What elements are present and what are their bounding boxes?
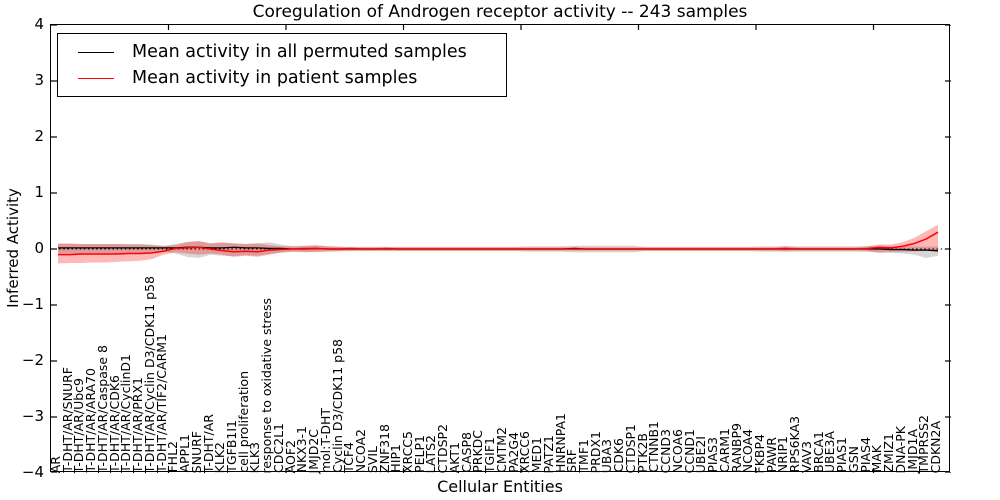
legend: Mean activity in all permuted samples Me…: [57, 33, 507, 97]
y-tick-label: −1: [21, 295, 44, 313]
y-tick-label: 3: [34, 71, 44, 89]
legend-entry-patient: Mean activity in patient samples: [68, 68, 496, 88]
legend-entry-permuted: Mean activity in all permuted samples: [68, 42, 496, 62]
y-tick-label: −2: [21, 351, 44, 369]
confidence-band: [58, 224, 938, 264]
y-tick-label: 4: [34, 15, 44, 33]
y-tick-label: 2: [34, 127, 44, 145]
mean-line: [58, 231, 939, 256]
chart-title: Coregulation of Androgen receptor activi…: [252, 2, 748, 22]
y-tick-label: −3: [21, 407, 44, 425]
legend-label: Mean activity in patient samples: [132, 68, 418, 88]
legend-line-black-icon: [78, 51, 114, 53]
legend-line-red-icon: [78, 77, 114, 79]
plot-area: [50, 24, 951, 473]
y-tick-label: 0: [34, 239, 44, 257]
chart-canvas: [51, 25, 951, 473]
x-axis-label: Cellular Entities: [437, 477, 563, 496]
x-category-label: CDKN2A: [928, 420, 943, 473]
legend-label: Mean activity in all permuted samples: [132, 42, 467, 62]
y-tick-label: −4: [21, 463, 44, 481]
y-tick-label: 1: [34, 183, 44, 201]
